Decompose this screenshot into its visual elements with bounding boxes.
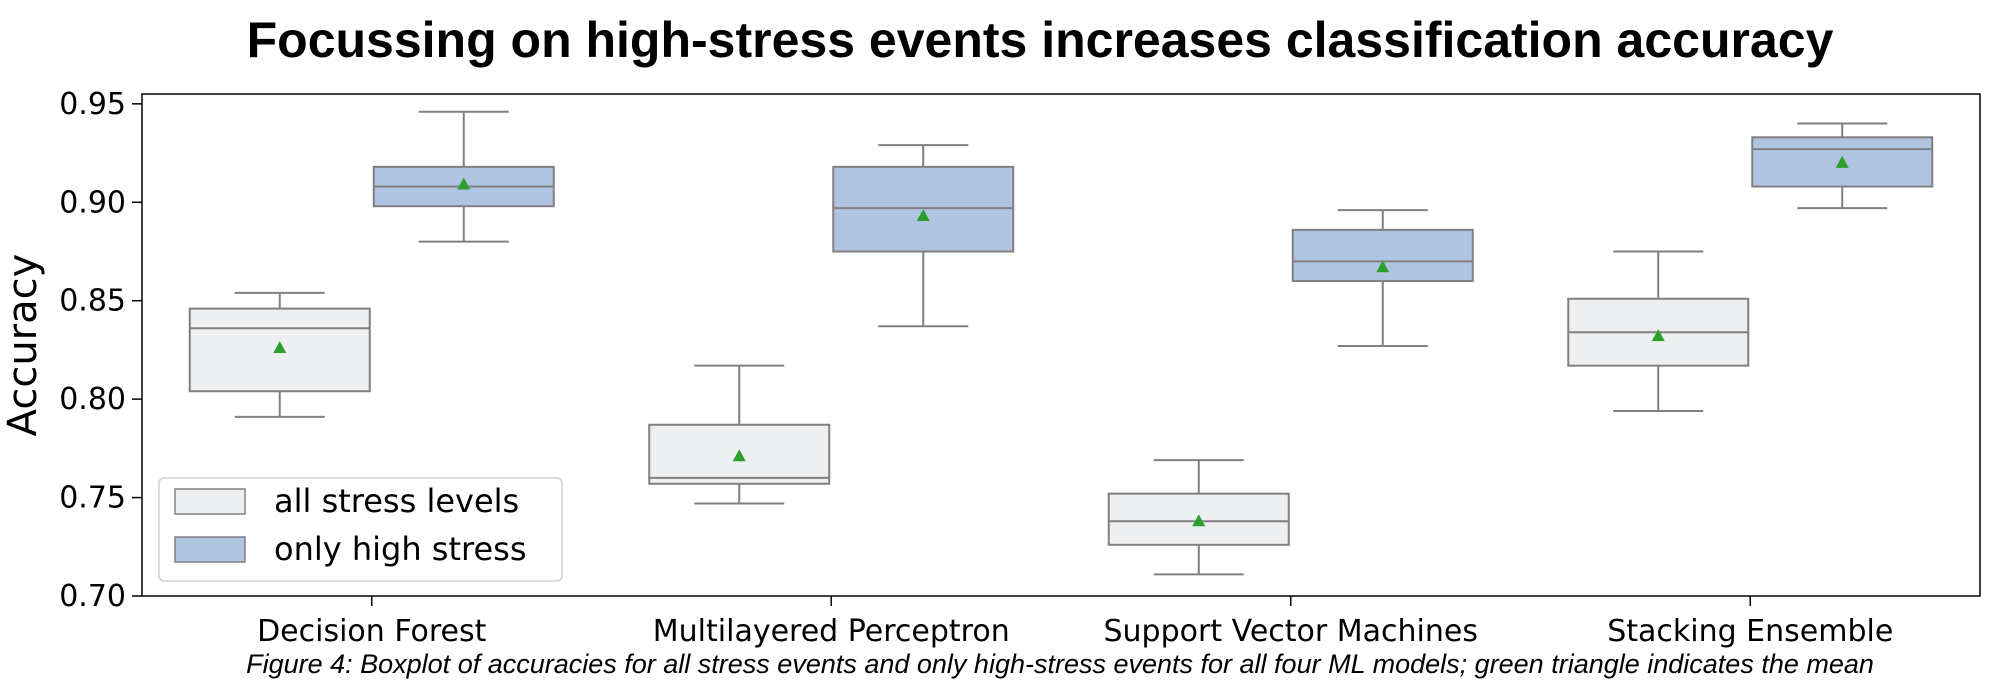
mean-marker: [916, 209, 930, 222]
figure-caption: Figure 4: Boxplot of accuracies for all …: [246, 649, 1874, 679]
x-category-label: Decision Forest: [257, 614, 487, 649]
mean-marker: [1835, 155, 1849, 168]
legend-label-all-stress: all stress levels: [274, 482, 519, 520]
legend-swatch-all-stress: [174, 488, 246, 515]
plot-frame: [141, 93, 1981, 597]
legend: all stress levels only high stress: [158, 477, 563, 582]
y-tick-label: 0.95: [59, 87, 126, 122]
x-category-label: Stacking Ensemble: [1607, 614, 1893, 649]
x-category-label: Support Vector Machines: [1104, 614, 1478, 649]
mean-marker: [732, 449, 746, 462]
legend-label-high-stress: only high stress: [274, 530, 527, 568]
y-tick-label: 0.80: [59, 382, 126, 417]
y-axis: 0.70 0.75 0.80 0.85 0.90 0.95: [59, 87, 142, 614]
y-tick-label: 0.70: [59, 579, 126, 614]
legend-frame: [158, 477, 563, 582]
mean-marker: [1376, 260, 1390, 273]
y-tick-label: 0.85: [59, 284, 126, 319]
y-tick-label: 0.75: [59, 481, 126, 516]
boxes-group: [188, 110, 1934, 576]
y-axis-label: Accuracy: [0, 254, 46, 437]
x-axis: Decision Forest Multilayered Perceptron Su…: [257, 596, 1893, 649]
mean-marker: [457, 177, 471, 190]
mean-marker: [1192, 514, 1206, 527]
box-iqr: [1291, 228, 1474, 283]
legend-swatch-high-stress: [174, 536, 246, 563]
y-tick-label: 0.90: [59, 185, 126, 220]
x-category-label: Multilayered Perceptron: [653, 614, 1010, 649]
chart-title: Focussing on high-stress events increase…: [247, 12, 1834, 68]
mean-marker: [273, 340, 287, 353]
mean-marker: [1651, 329, 1665, 342]
